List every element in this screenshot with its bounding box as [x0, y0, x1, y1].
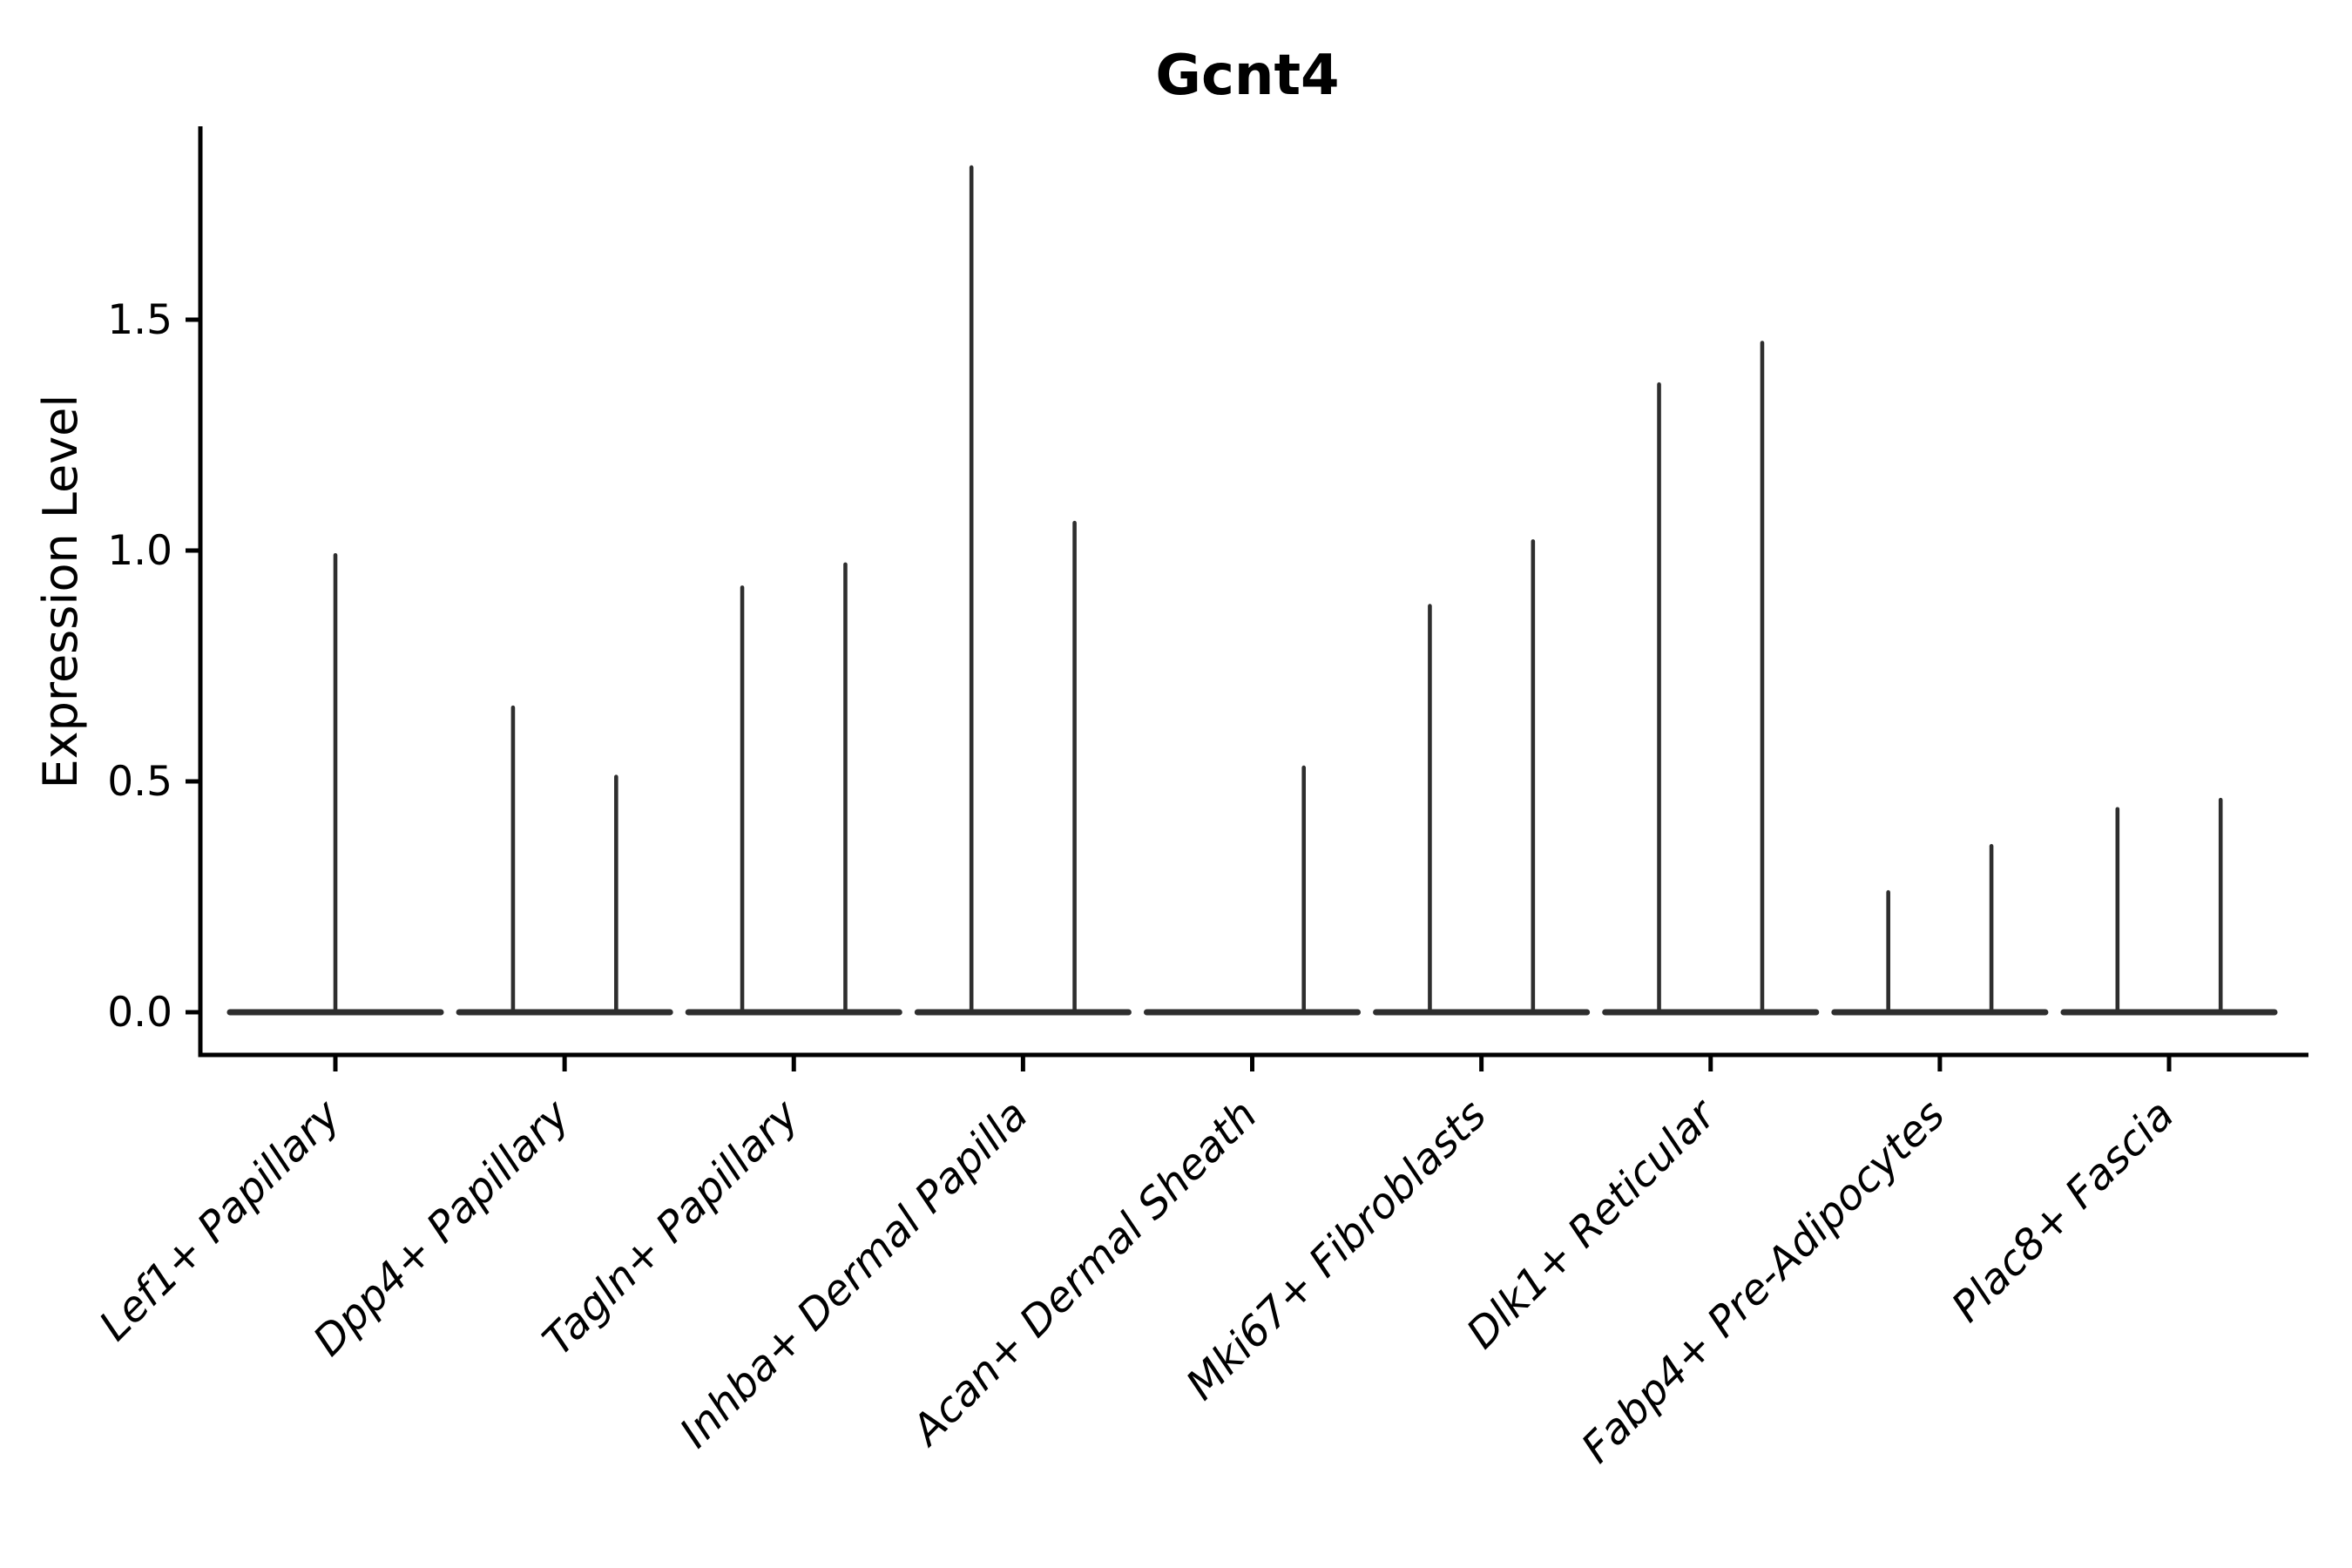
y-axis-label: Expression Level: [33, 395, 88, 789]
x-tick-label: Plac8+ Fascia: [1943, 1091, 2184, 1332]
x-tick-label: Fabp4+ Pre-Adipocytes: [1572, 1091, 1955, 1473]
x-tick-label: Dlk1+ Reticular: [1457, 1089, 1727, 1359]
x-tick-label: Dpp4+ Papillary: [304, 1090, 579, 1365]
y-tick-label: 0.5: [107, 758, 172, 806]
y-tick-label: 1.0: [107, 527, 172, 575]
chart-title: Gcnt4: [1155, 44, 1339, 108]
x-tick-label: Tagln+ Papillary: [534, 1090, 809, 1365]
y-tick-label: 0.0: [107, 989, 172, 1037]
x-tick-label: Lef1+ Papillary: [90, 1090, 350, 1350]
y-tick-label: 1.5: [107, 296, 172, 344]
